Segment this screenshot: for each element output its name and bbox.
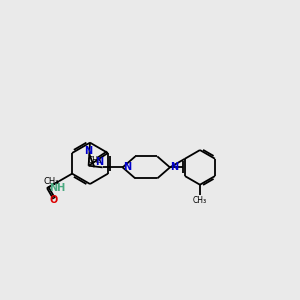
Text: N: N (123, 162, 131, 172)
Text: CH₃: CH₃ (44, 177, 59, 186)
Text: N: N (95, 158, 104, 167)
Text: CH₃: CH₃ (193, 196, 207, 205)
Text: N: N (85, 146, 93, 156)
Text: O: O (50, 195, 58, 205)
Text: CH₃: CH₃ (88, 156, 102, 165)
Text: NH: NH (50, 183, 66, 193)
Text: N: N (170, 162, 178, 172)
